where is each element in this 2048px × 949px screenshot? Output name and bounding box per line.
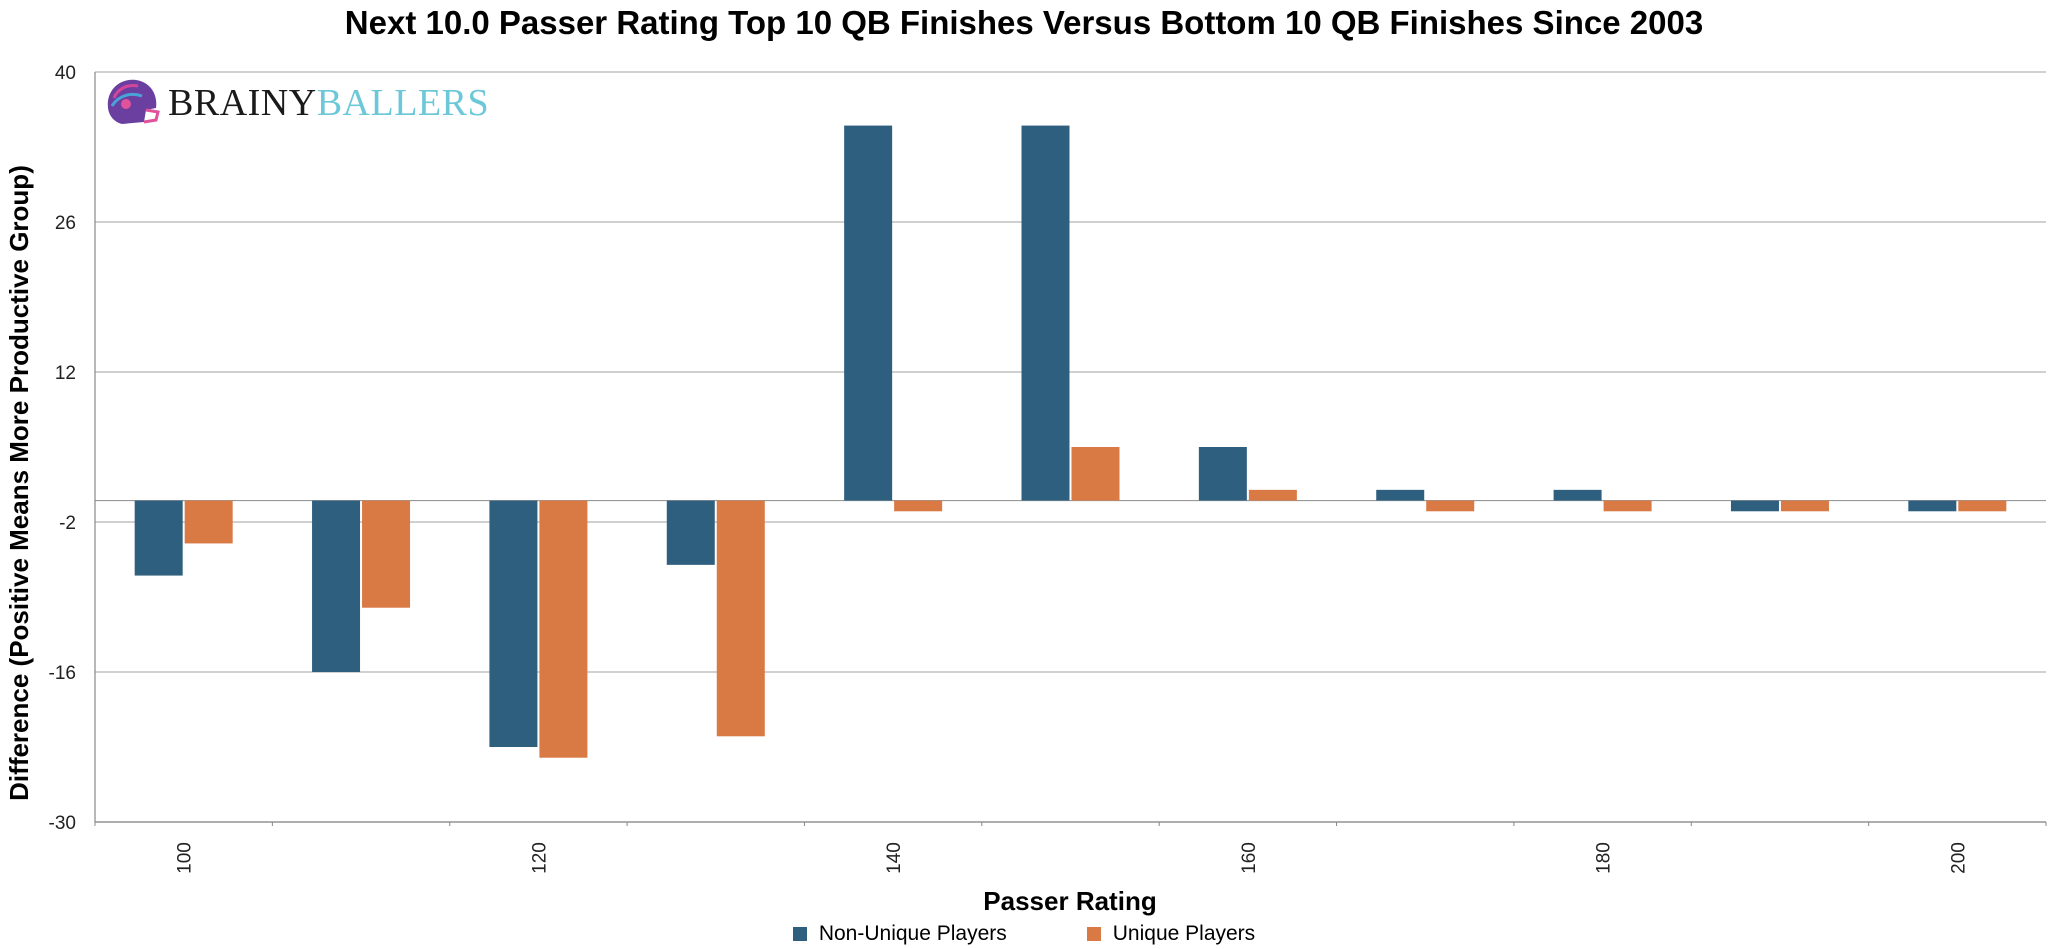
legend-swatch-non-unique: [792, 927, 807, 941]
brainy-ballers-logo: BRAINYBALLERS: [102, 74, 489, 132]
grid-lines: [95, 71, 2046, 823]
bar-unique-190: [1780, 500, 1829, 512]
bar-unique-140: [894, 500, 943, 512]
bar-unique-150: [1071, 447, 1120, 501]
bar-non-unique-150: [1021, 125, 1070, 501]
bar-non-unique-140: [844, 125, 893, 501]
legend-swatch-unique: [1086, 927, 1101, 941]
x-tick-label: 120: [529, 842, 550, 874]
logo-text-brainy: BRAINY: [168, 82, 317, 124]
bar-unique-200: [1958, 500, 2007, 512]
bar-non-unique-130: [666, 500, 715, 565]
y-tick-label: 12: [55, 363, 76, 384]
bar-non-unique-200: [1908, 500, 1957, 512]
x-axis-label: Passer Rating: [983, 886, 1156, 916]
bar-non-unique-160: [1198, 447, 1247, 501]
x-tick-label: 160: [1239, 842, 1260, 874]
legend-label-non-unique: Non-Unique Players: [818, 922, 1007, 945]
y-tick-label: -2: [59, 513, 76, 534]
bar-unique-170: [1426, 500, 1475, 512]
bar-unique-120: [539, 500, 588, 758]
helmet-icon: [107, 79, 160, 124]
legend-label-unique: Unique Players: [1112, 922, 1256, 945]
x-tick-label: 180: [1594, 842, 1615, 874]
bar-unique-180: [1603, 500, 1652, 512]
bar-non-unique-190: [1730, 500, 1779, 512]
axes: 40 26 12 -2 -16 -30 100 120 140 160 180 200: [49, 63, 2047, 874]
y-tick-label: 26: [55, 213, 76, 234]
bars: [134, 125, 2007, 758]
bar-non-unique-110: [312, 500, 361, 672]
y-tick-label: 40: [55, 63, 76, 84]
bar-unique-100: [184, 500, 233, 544]
logo-text-ballers: BALLERS: [316, 82, 490, 124]
chart-legend: Non-Unique Players Unique Players: [0, 922, 2048, 946]
chart-title: Next 10.0 Passer Rating Top 10 QB Finish…: [344, 4, 1704, 41]
y-tick-label: -16: [49, 663, 76, 684]
y-axis-label: Difference (Positive Means More Producti…: [4, 165, 34, 801]
bar-unique-110: [362, 500, 411, 608]
legend-item-unique: Unique Players: [1086, 922, 1256, 946]
x-tick-label: 100: [175, 842, 196, 874]
bar-non-unique-170: [1376, 489, 1425, 501]
bar-non-unique-120: [489, 500, 538, 747]
bar-non-unique-180: [1553, 489, 1602, 501]
bar-non-unique-100: [134, 500, 183, 576]
y-tick-label: -30: [49, 813, 76, 834]
legend-item-non-unique: Non-Unique Players: [792, 922, 1007, 946]
x-tick-label: 140: [884, 842, 905, 874]
bar-unique-130: [716, 500, 765, 737]
bar-unique-160: [1248, 489, 1297, 501]
x-tick-label: 200: [1948, 842, 1969, 874]
